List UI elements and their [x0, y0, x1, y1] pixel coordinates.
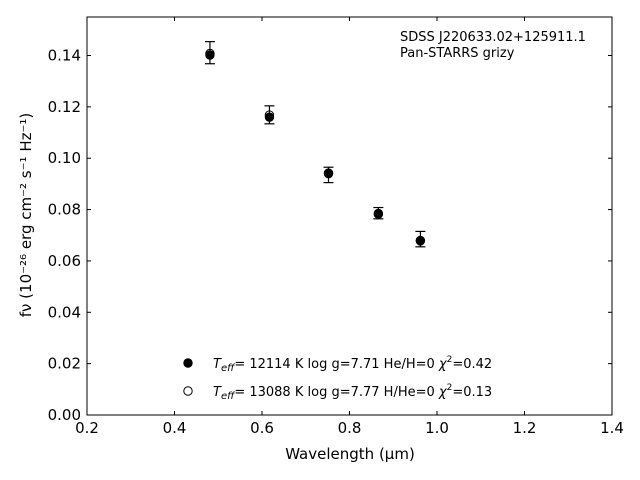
legend-sub: eff — [221, 363, 236, 374]
x-tick-label: 0.6 — [250, 419, 274, 437]
legend-pre: T — [213, 385, 222, 400]
data-marks — [204, 41, 426, 248]
legend-pre: T — [213, 357, 222, 372]
x-tick-label: 0.2 — [75, 419, 99, 437]
x-axis-label: Wavelength (μm) — [285, 445, 415, 463]
legend-sub: eff — [221, 391, 236, 402]
annotation-line-2: Pan-STARRS grizy — [400, 46, 515, 61]
x-tick-label: 1.2 — [513, 419, 537, 437]
annotation-line-1: SDSS J220633.02+125911.1 — [400, 30, 586, 45]
model-point-open — [205, 48, 215, 59]
legend: Teff= 12114 K log g=7.71 He/H=0 χ2=0.42T… — [183, 355, 492, 402]
y-tick-label: 0.00 — [48, 406, 81, 424]
axes: 0.2 0.4 0.6 0.8 1.0 1.2 1.4 0.00 0.02 0.04 0.06 0.0… — [48, 16, 624, 437]
legend-entry-text: Teff= 12114 K log g=7.71 He/H=0 χ2=0.42 — [213, 355, 492, 374]
legend-chi: χ — [438, 357, 448, 372]
legend-chival: =0.42 — [452, 357, 492, 372]
y-tick-label: 0.06 — [48, 252, 81, 270]
y-tick-label: 0.04 — [48, 303, 81, 321]
legend-chisup: 2 — [447, 383, 453, 393]
model-point-open — [323, 168, 334, 178]
y-tick-label: 0.14 — [48, 47, 81, 65]
legend-chisup: 2 — [447, 355, 453, 365]
model-point-open — [415, 235, 426, 246]
y-tick-label: 0.10 — [48, 149, 81, 167]
legend-marker-open — [183, 386, 193, 396]
y-tick-label: 0.02 — [48, 355, 81, 373]
legend-marker-filled — [183, 358, 193, 368]
model-point-open — [373, 208, 384, 219]
y-tick-label: 0.12 — [48, 98, 81, 116]
plot-frame — [86, 16, 613, 416]
x-tick-label: 1.4 — [600, 419, 624, 437]
x-tick-label: 0.8 — [338, 419, 362, 437]
x-tick-label: 0.4 — [163, 419, 187, 437]
legend-chi: χ — [438, 385, 448, 400]
legend-post: = 12114 K log g=7.71 He/H=0 — [234, 357, 439, 372]
legend-post: = 13088 K log g=7.77 H/He=0 — [234, 385, 439, 400]
y-tick-label: 0.08 — [48, 201, 81, 219]
legend-chival: =0.13 — [452, 385, 492, 400]
x-tick-label: 1.0 — [425, 419, 449, 437]
model-point-open — [264, 110, 275, 120]
model-point-filled — [264, 112, 275, 122]
legend-entry-text: Teff= 13088 K log g=7.77 H/He=0 χ2=0.13 — [213, 383, 492, 402]
y-axis-label: fν (10⁻²⁶ erg cm⁻² s⁻¹ Hz⁻¹) — [17, 113, 35, 318]
